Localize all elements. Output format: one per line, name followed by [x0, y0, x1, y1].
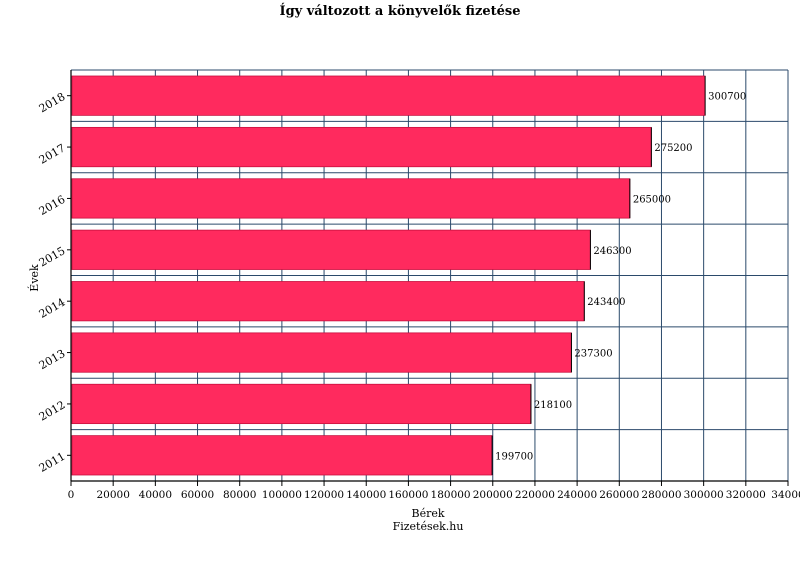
category-label: 2012 — [37, 398, 68, 423]
x-tick-label: 100000 — [262, 489, 302, 501]
bar — [71, 435, 493, 476]
x-tick-label: 240000 — [557, 489, 597, 501]
data-label: 218100 — [534, 400, 572, 411]
x-tick-label: 200000 — [473, 489, 513, 501]
x-tick-label: 60000 — [181, 489, 214, 501]
x-tick-label: 140000 — [346, 489, 386, 501]
data-label: 275200 — [654, 143, 692, 154]
data-label: 199700 — [495, 451, 533, 462]
x-tick-label: 320000 — [726, 489, 766, 501]
bar — [71, 229, 591, 270]
x-tick-label: 40000 — [139, 489, 172, 501]
chart-title: Így változott a könyvelők fizetése — [279, 4, 521, 19]
data-label: 300700 — [708, 92, 746, 103]
category-label: 2017 — [37, 141, 68, 166]
bars-layer — [71, 75, 706, 476]
x-tick-label: 220000 — [515, 489, 555, 501]
category-label: 2015 — [37, 244, 68, 269]
x-tick-label: 280000 — [641, 489, 681, 501]
x-tick-label: 180000 — [431, 489, 471, 501]
x-tick-label: 20000 — [96, 489, 129, 501]
x-tick-label: 0 — [68, 489, 75, 501]
data-label: 237300 — [574, 349, 612, 360]
x-tick-label: 34000 — [771, 489, 800, 501]
bar — [71, 332, 572, 373]
data-label: 243400 — [587, 297, 625, 308]
bar — [71, 281, 585, 322]
x-tick-label: 300000 — [684, 489, 724, 501]
x-tick-label: 120000 — [304, 489, 344, 501]
category-label: 2016 — [37, 193, 68, 218]
x-tick-label: 260000 — [599, 489, 639, 501]
y-axis-title: Évek — [27, 264, 41, 292]
data-label: 246300 — [593, 246, 631, 257]
x-tick-label: 80000 — [223, 489, 256, 501]
bar — [71, 383, 532, 425]
bar — [71, 75, 706, 116]
x-axis-subtitle: Fizetések.hu — [393, 520, 464, 533]
category-label: 2013 — [37, 347, 68, 372]
x-tick-label: 160000 — [388, 489, 428, 501]
x-axis-title: Bérek — [411, 507, 444, 520]
category-label: 2014 — [37, 296, 68, 321]
category-label: 2018 — [37, 90, 68, 115]
bar — [71, 178, 631, 219]
data-label: 265000 — [633, 194, 671, 205]
axes-layer — [67, 70, 789, 486]
category-label: 2011 — [37, 450, 68, 475]
bar — [71, 126, 652, 168]
